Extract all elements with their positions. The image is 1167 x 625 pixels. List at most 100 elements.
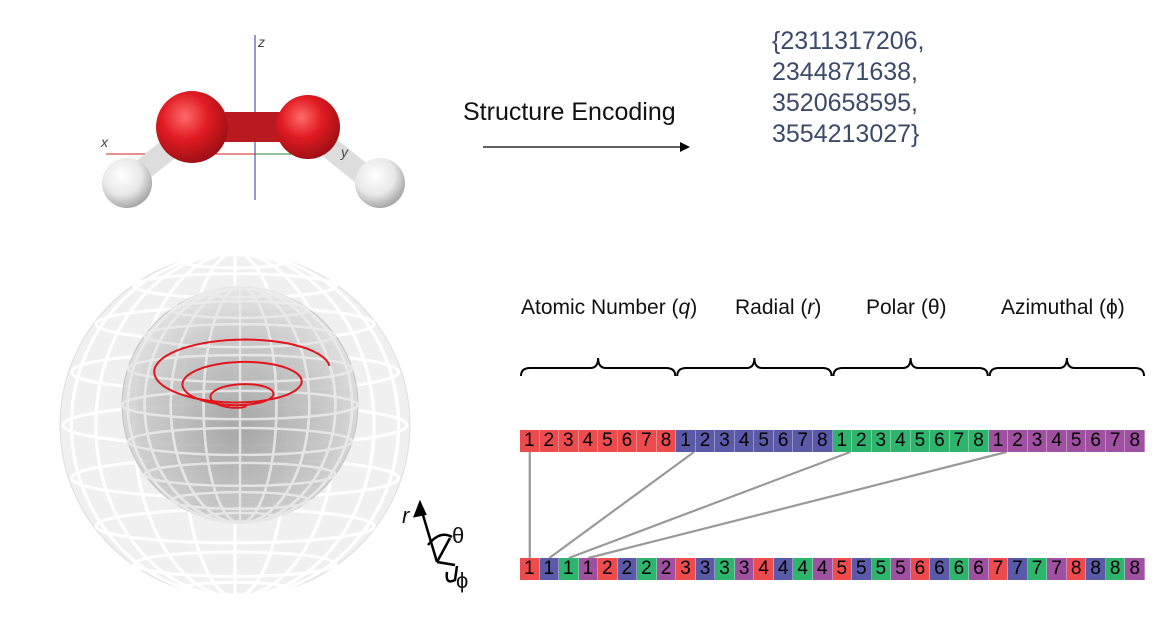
bit-cell: 7 [1047, 558, 1067, 580]
bit-cell: 6 [930, 558, 950, 580]
bit-cell: 3 [559, 430, 579, 452]
bit-cell: 6 [969, 558, 989, 580]
bit-cell: 7 [637, 430, 657, 452]
bit-cell: 5 [910, 430, 931, 452]
encoded-values: {2311317206, 2344871638, 3520658595, 355… [772, 26, 924, 150]
bit-cell: 3 [676, 558, 696, 580]
field-close: ) [814, 296, 822, 319]
z-axis-label: z [258, 34, 265, 50]
bit-cell: 1 [832, 430, 853, 452]
bit-cell: 4 [793, 558, 813, 580]
bit-cell: 7 [988, 558, 1009, 580]
bit-cell: 7 [949, 430, 970, 452]
oxygen-atom [276, 95, 340, 159]
bit-cell: 6 [930, 430, 950, 452]
bit-cell: 4 [734, 430, 755, 452]
x-axis-label: x [101, 134, 108, 150]
theta-label: θ [452, 523, 465, 548]
bit-cell: 3 [1027, 430, 1048, 452]
brace [520, 357, 677, 377]
brace [988, 357, 1145, 377]
bit-cell: 6 [1086, 430, 1106, 452]
bit-cell: 3 [871, 430, 892, 452]
mapping-line [548, 451, 695, 559]
bit-cell: 2 [1008, 430, 1028, 452]
bit-cell: 2 [598, 558, 618, 580]
bit-cell: 4 [891, 430, 911, 452]
bit-cell: 4 [773, 558, 794, 580]
trajectory-spiral [153, 338, 331, 409]
bit-cell: 3 [715, 558, 735, 580]
bit-cell: 5 [598, 430, 618, 452]
field-polar: Polar (θ) [866, 296, 947, 319]
bit-cell: 6 [773, 430, 794, 452]
bit-cell: 1 [520, 558, 540, 580]
bit-cell: 8 [1066, 558, 1087, 580]
coordinate-arrows-icon [413, 499, 459, 583]
bit-cell: 7 [1008, 558, 1028, 580]
bit-cell: 3 [695, 558, 716, 580]
bit-cell: 6 [910, 558, 931, 580]
bit-cell: 1 [578, 558, 599, 580]
bit-cell: 8 [1125, 430, 1145, 452]
phi-label: ϕ [456, 568, 469, 593]
hydrogen-atom [355, 158, 405, 208]
bit-cell: 2 [852, 430, 872, 452]
bit-cell: 4 [1047, 430, 1067, 452]
bit-cell: 1 [539, 558, 560, 580]
bit-cell: 8 [1086, 558, 1106, 580]
arrow-head-icon [680, 142, 690, 152]
field-variable: r [807, 296, 815, 319]
bit-cell: 8 [1105, 558, 1126, 580]
bit-cell: 2 [539, 430, 560, 452]
field-braces [520, 357, 1145, 377]
bit-cell: 3 [734, 558, 755, 580]
field-azimuthal: Azimuthal (ϕ) [1001, 296, 1125, 319]
bit-cell: 1 [559, 558, 579, 580]
structure-encoding-label: Structure Encoding [463, 98, 676, 126]
brace [676, 357, 833, 377]
code: 3520658595, [772, 89, 918, 117]
field-radial: Radial (r) [735, 296, 821, 320]
bit-cell: 4 [578, 430, 599, 452]
bit-cell: 7 [1027, 558, 1048, 580]
field-atomic-number: Atomic Number (q) [521, 296, 697, 320]
field-label: Radial ( [735, 296, 808, 319]
bit-mapping-lines [528, 450, 1007, 560]
brace [832, 357, 989, 377]
bit-cell: 4 [754, 558, 774, 580]
bit-cell: 4 [812, 558, 833, 580]
bit-cell: 8 [969, 430, 989, 452]
bit-cell: 1 [676, 430, 696, 452]
mapping-line [568, 450, 851, 560]
spherical-shells [59, 251, 411, 599]
bit-cell: 5 [754, 430, 774, 452]
oxygen-atom [156, 91, 228, 163]
bit-cell: 8 [1125, 558, 1145, 580]
bit-cell: 1 [988, 430, 1009, 452]
bit-cell: 8 [656, 430, 677, 452]
bit-cell: 5 [1066, 430, 1087, 452]
bit-cell: 5 [891, 558, 911, 580]
r-label: r [402, 503, 410, 528]
bit-cell: 2 [617, 558, 638, 580]
y-axis-label: y [341, 144, 348, 160]
code: 2344871638, [772, 58, 918, 86]
bit-cell: 5 [832, 558, 853, 580]
bit-cell: 2 [695, 430, 716, 452]
code: 3554213027} [772, 120, 920, 148]
field-close: ) [690, 296, 698, 319]
bit-cell: 5 [852, 558, 872, 580]
h2o2-molecule [102, 35, 405, 208]
field-label: Atomic Number ( [521, 296, 679, 319]
bit-cell: 7 [1105, 430, 1126, 452]
bit-cell: 6 [949, 558, 970, 580]
bit-cell: 7 [793, 430, 813, 452]
bit-cell: 3 [715, 430, 735, 452]
bit-cell: 8 [812, 430, 833, 452]
field-variable: q [678, 296, 691, 319]
code: {2311317206, [772, 27, 925, 55]
